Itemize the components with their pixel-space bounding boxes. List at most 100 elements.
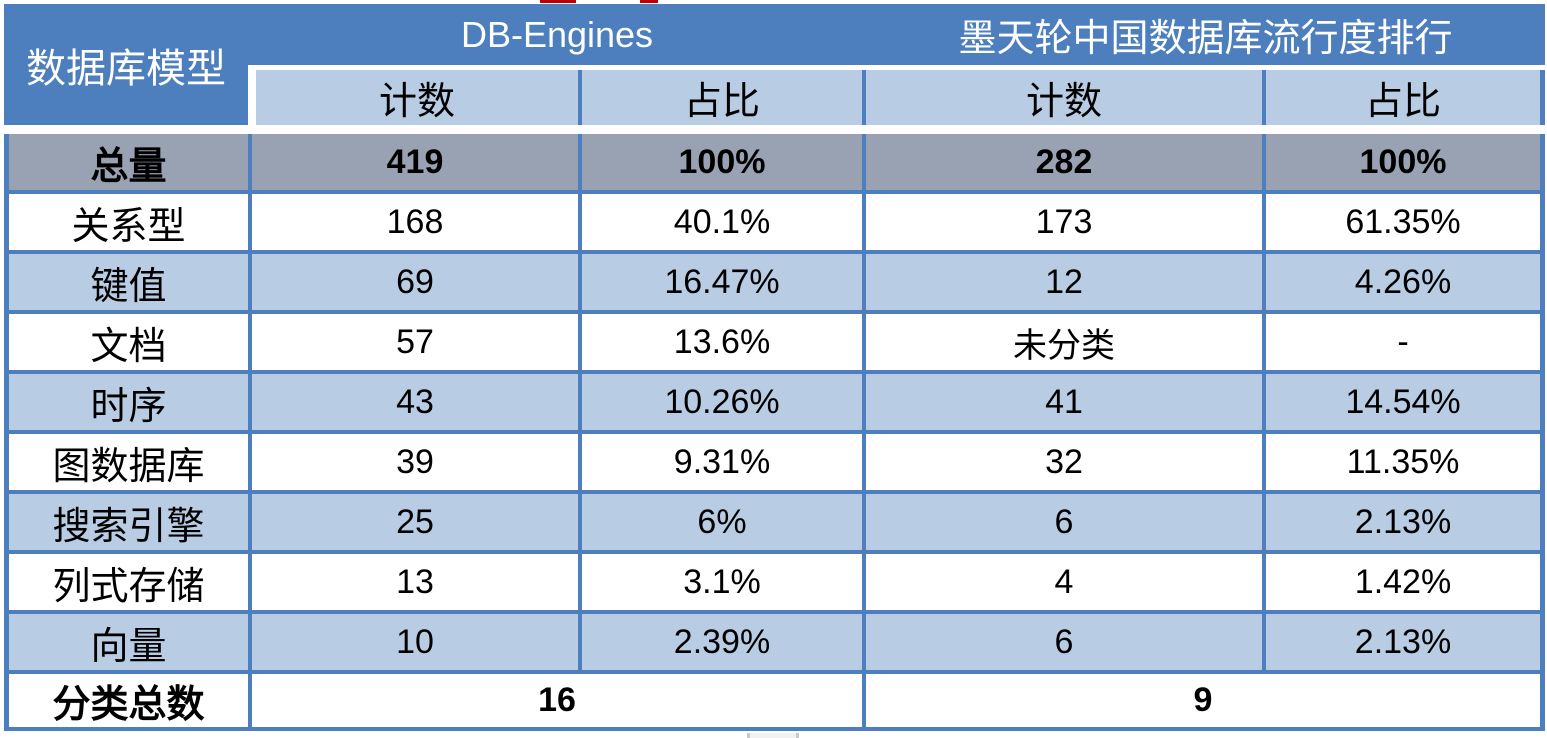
cell-value: 41 [866, 374, 1262, 430]
row-label: 图数据库 [9, 434, 248, 490]
cell-value: 282 [866, 134, 1262, 190]
cell-value: - [1266, 314, 1540, 370]
cell-value: 69 [252, 254, 578, 310]
grid-border [4, 254, 9, 310]
grid-border [1262, 70, 1266, 125]
corner-header-database-model: 数据库模型 [4, 4, 248, 125]
grid-border [4, 550, 1545, 554]
grid-border [1540, 614, 1545, 670]
grid-border [4, 430, 1545, 434]
table-row-time-series: 时序 43 10.26% 41 14.54% [4, 374, 1545, 430]
grid-border [1540, 70, 1545, 125]
cell-value: 100% [582, 134, 862, 190]
grid-border [578, 314, 582, 370]
cell-value: 9.31% [582, 434, 862, 490]
table-row-vector: 向量 10 2.39% 6 2.13% [4, 614, 1545, 670]
cell-value: 39 [252, 434, 578, 490]
grid-border [862, 434, 866, 490]
grid-border [4, 314, 9, 370]
header-divider [248, 65, 1545, 70]
cell-value: 57 [252, 314, 578, 370]
grid-border [1540, 374, 1545, 430]
cell-value: 2.13% [1266, 614, 1540, 670]
grid-border [4, 727, 1545, 731]
grid-border [1540, 494, 1545, 550]
grid-border [1262, 254, 1266, 310]
cell-value: 40.1% [582, 194, 862, 250]
cell-value: 1.42% [1266, 554, 1540, 610]
row-label: 列式存储 [9, 554, 248, 610]
grid-border [248, 674, 252, 727]
grid-border [4, 554, 9, 610]
row-label: 时序 [9, 374, 248, 430]
grid-border [4, 194, 9, 250]
grid-border [862, 674, 866, 727]
grid-border [862, 254, 866, 310]
grid-border [1540, 254, 1545, 310]
grid-border [1540, 674, 1545, 727]
cell-value: 未分类 [866, 314, 1262, 370]
grid-border [248, 494, 252, 550]
grid-border [862, 494, 866, 550]
red-mark-fragment [640, 0, 658, 3]
cell-value: 6% [582, 494, 862, 550]
cell-motianlun-category-total: 9 [866, 674, 1540, 727]
cell-value: 173 [866, 194, 1262, 250]
column-group-db-engines: DB-Engines [460, 13, 654, 55]
grid-border [578, 434, 582, 490]
row-label: 关系型 [9, 194, 248, 250]
grid-border [578, 554, 582, 610]
grid-border [1262, 494, 1266, 550]
grid-border [578, 194, 582, 250]
grid-border [1540, 554, 1545, 610]
grid-border [4, 370, 1545, 374]
table-row-graph: 图数据库 39 9.31% 32 11.35% [4, 434, 1545, 490]
table-row-search-engine: 搜索引擎 25 6% 6 2.13% [4, 494, 1545, 550]
cell-value: 13.6% [582, 314, 862, 370]
table-header: 数据库模型 DB-Engines 墨天轮中国数据库流行度排行 计数 占比 计数 … [4, 4, 1545, 125]
grid-border [248, 254, 252, 310]
row-label: 向量 [9, 614, 248, 670]
grid-border [4, 374, 9, 430]
cell-value: 12 [866, 254, 1262, 310]
grid-border [4, 190, 1545, 194]
grid-border [862, 554, 866, 610]
row-label: 总量 [9, 134, 248, 190]
cell-value: 10 [252, 614, 578, 670]
cell-value: 6 [866, 614, 1262, 670]
red-mark-fragment [540, 0, 576, 3]
cell-value: 3.1% [582, 554, 862, 610]
grid-border [4, 250, 1545, 254]
subheader-mt-share: 占比 [1266, 70, 1540, 125]
row-label: 搜索引擎 [9, 494, 248, 550]
grid-border [4, 610, 1545, 614]
grid-border [862, 70, 866, 125]
grid-border [862, 614, 866, 670]
table-row-total: 总量 419 100% 282 100% [4, 134, 1545, 190]
cell-value: 6 [866, 494, 1262, 550]
grid-border [862, 314, 866, 370]
grid-border [4, 494, 9, 550]
cell-value: 14.54% [1266, 374, 1540, 430]
row-label: 键值 [9, 254, 248, 310]
grid-border [4, 434, 9, 490]
grid-border [1262, 194, 1266, 250]
scrollbar-fragment[interactable] [747, 733, 799, 738]
grid-border [4, 490, 1545, 494]
header-right-block: DB-Engines 墨天轮中国数据库流行度排行 计数 占比 计数 占比 [248, 4, 1545, 125]
grid-border [1262, 374, 1266, 430]
cell-value: 61.35% [1266, 194, 1540, 250]
grid-border [248, 314, 252, 370]
grid-border [578, 134, 582, 190]
header-body-divider [4, 125, 1545, 134]
grid-border [578, 614, 582, 670]
cell-value: 2.13% [1266, 494, 1540, 550]
grid-border [1262, 314, 1266, 370]
grid-border [862, 134, 866, 190]
grid-border [1262, 134, 1266, 190]
grid-border [1262, 434, 1266, 490]
cell-value: 16.47% [582, 254, 862, 310]
grid-border [4, 310, 1545, 314]
column-group-row: DB-Engines 墨天轮中国数据库流行度排行 [248, 4, 1545, 65]
cell-value: 4 [866, 554, 1262, 610]
